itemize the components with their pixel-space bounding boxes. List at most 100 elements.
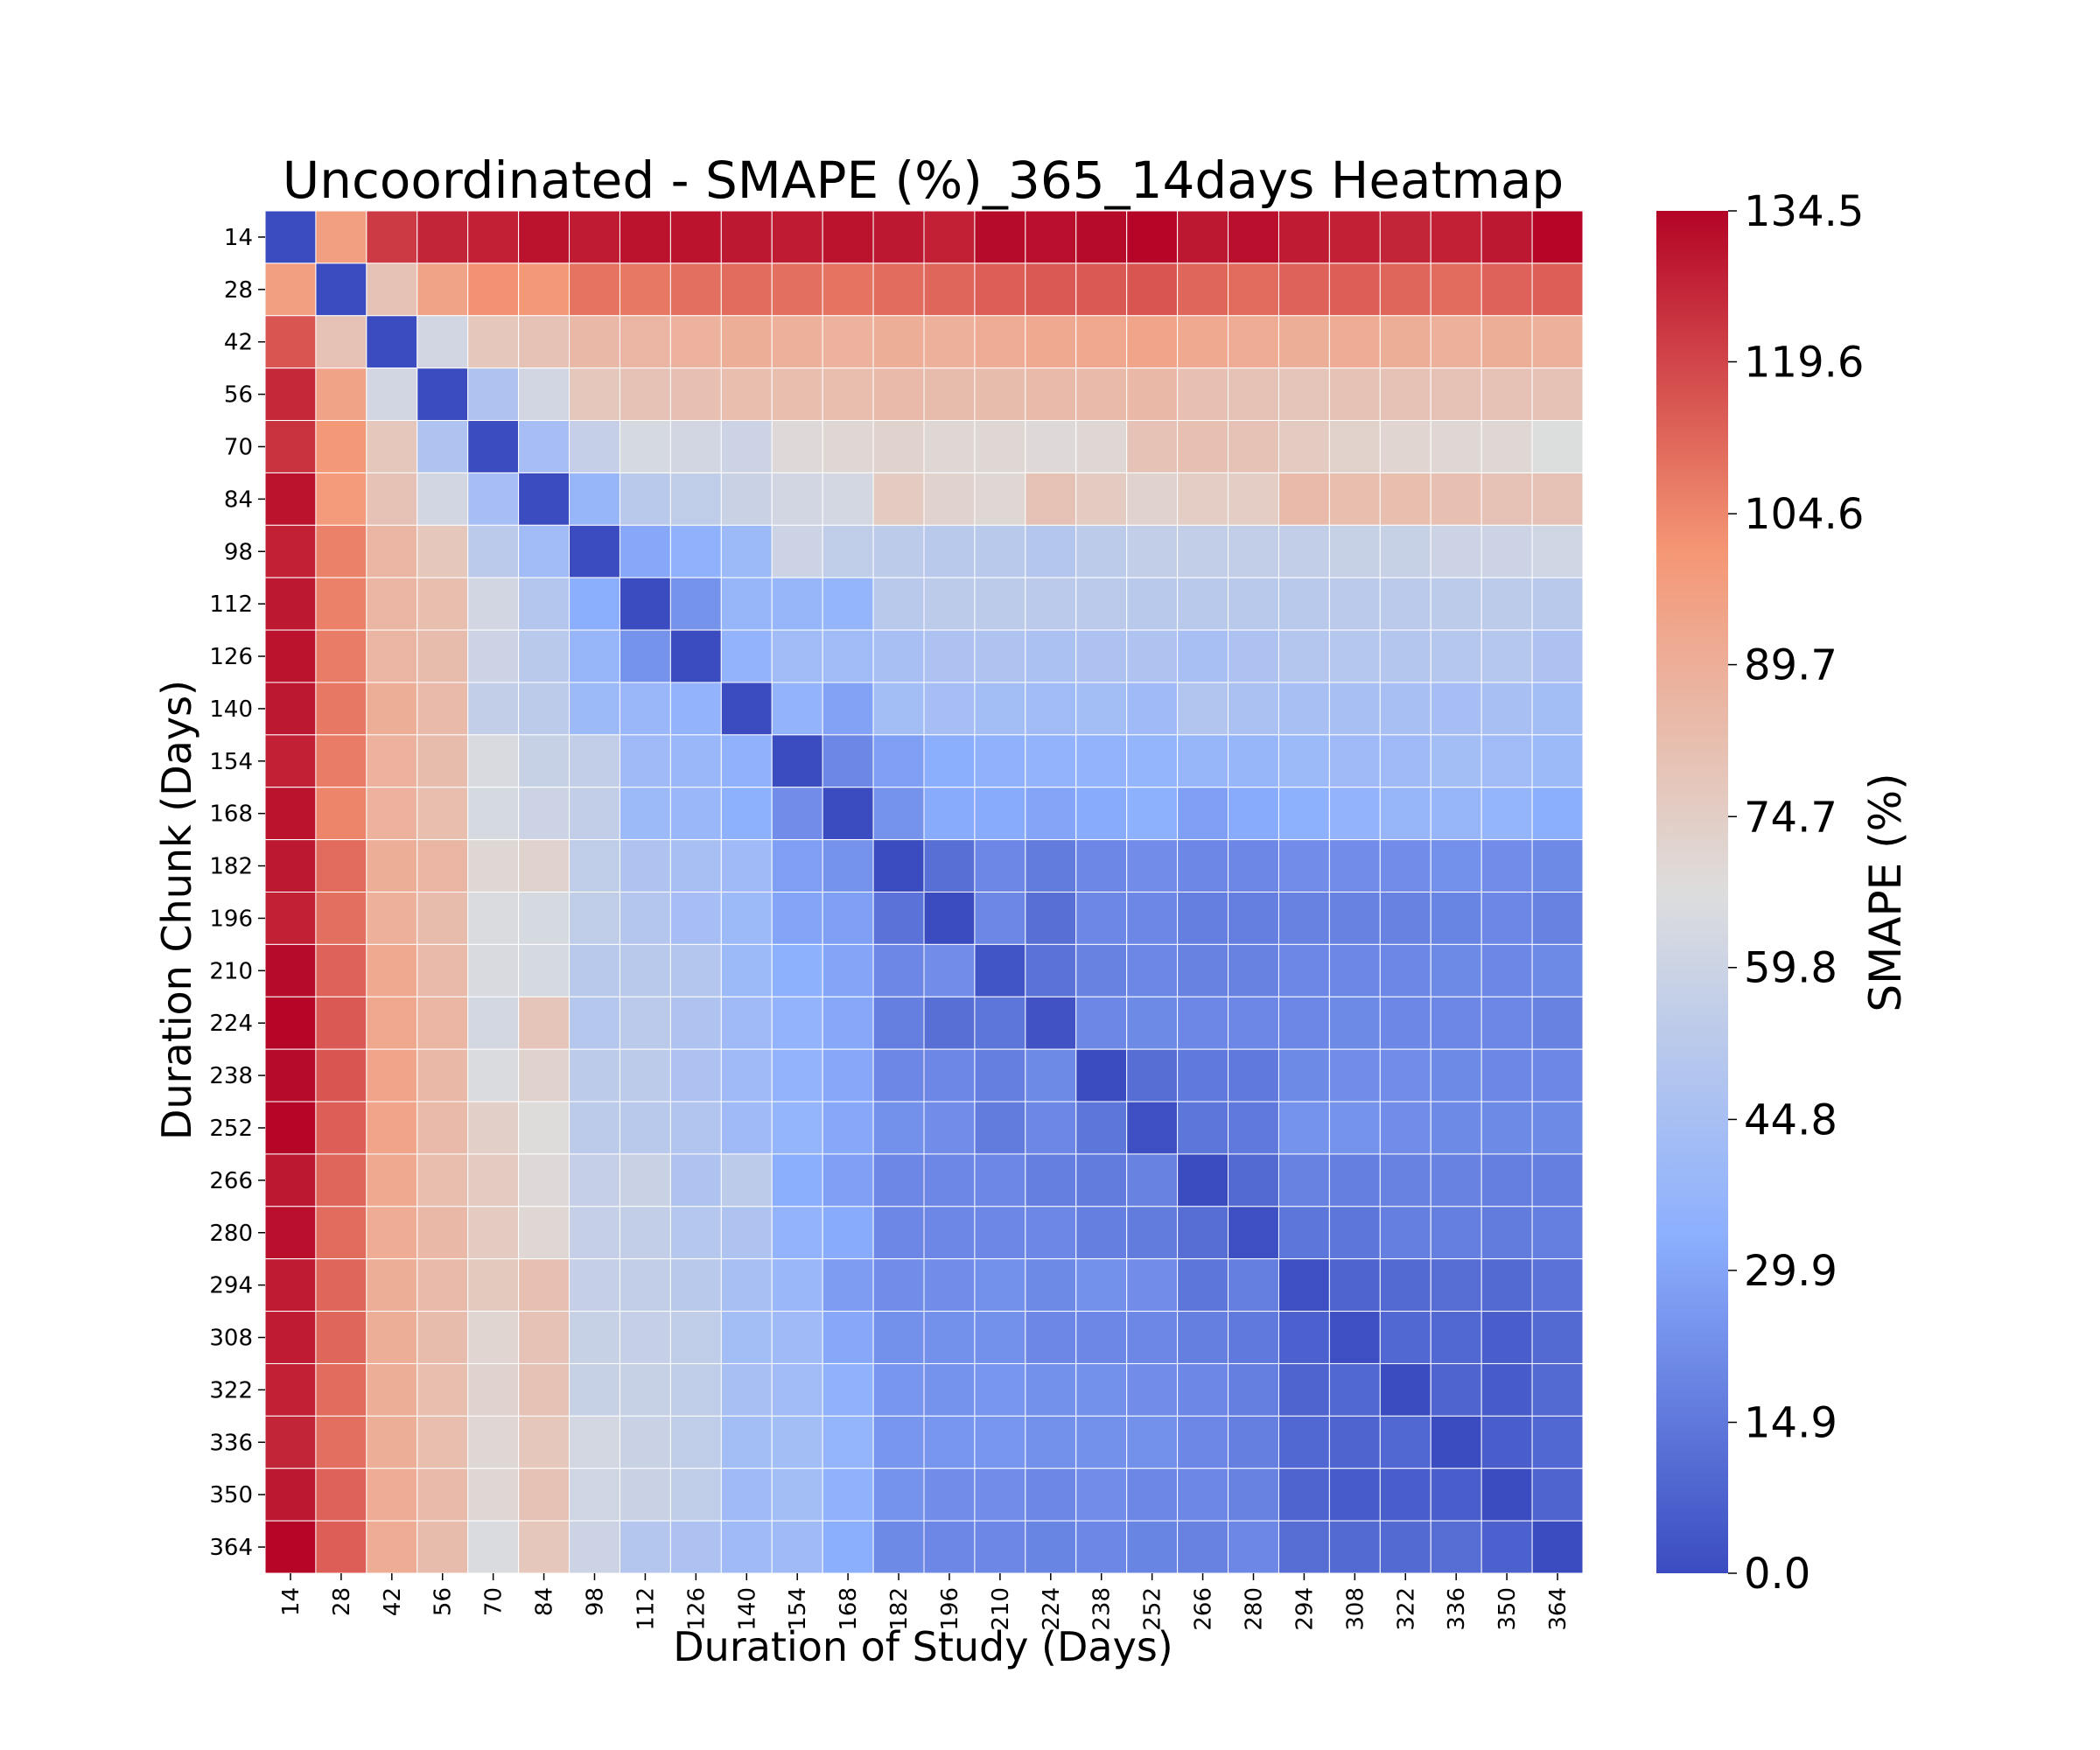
y-tick-label: 252	[209, 1116, 253, 1142]
heatmap-cell	[467, 996, 520, 1050]
heatmap-cell	[264, 1258, 317, 1312]
heatmap-cell	[923, 892, 976, 945]
heatmap-cell	[467, 1206, 520, 1260]
heatmap-cell	[822, 892, 874, 945]
heatmap-cell	[315, 210, 368, 264]
heatmap-cell	[974, 1467, 1026, 1522]
heatmap-cell	[1430, 787, 1482, 841]
x-tick-label: 238	[1089, 1587, 1116, 1631]
heatmap-cell	[366, 210, 418, 264]
heatmap-cell	[1430, 210, 1482, 264]
heatmap-cell	[1025, 315, 1077, 369]
heatmap-cell	[1075, 787, 1128, 841]
heatmap-cell	[1228, 1311, 1279, 1364]
heatmap-cell	[1531, 892, 1584, 945]
heatmap-cell	[923, 577, 976, 631]
heatmap-cell	[518, 1362, 570, 1417]
heatmap-cell	[264, 210, 317, 264]
heatmap-cell	[974, 210, 1026, 264]
x-tick-label: 364	[1545, 1587, 1572, 1631]
heatmap-cell	[264, 1048, 317, 1102]
heatmap-cell	[1075, 1258, 1128, 1312]
y-tick-label: 238	[209, 1063, 253, 1089]
heatmap-cell	[1177, 420, 1229, 473]
heatmap-cell	[1228, 787, 1279, 841]
heatmap-cell	[771, 524, 823, 578]
heatmap-cell	[771, 996, 823, 1050]
heatmap-cell	[1379, 262, 1432, 317]
heatmap-cell	[416, 368, 469, 422]
heatmap-cell	[720, 210, 773, 264]
heatmap-cell	[1480, 210, 1533, 264]
heatmap-cell	[1075, 1520, 1128, 1574]
heatmap-cell	[1328, 943, 1381, 998]
heatmap-cell	[1228, 472, 1279, 526]
heatmap-cell	[1531, 943, 1584, 998]
heatmap-cell	[923, 1467, 976, 1522]
y-tick-label: 266	[209, 1168, 253, 1194]
heatmap-cell	[669, 210, 722, 264]
heatmap-cell	[416, 577, 469, 631]
x-tick-label: 350	[1494, 1587, 1521, 1631]
heatmap-cell	[1379, 839, 1432, 892]
heatmap-cell	[315, 1467, 368, 1522]
heatmap-cell	[518, 262, 570, 317]
heatmap-cell	[1379, 1520, 1432, 1574]
heatmap-cell	[923, 1311, 976, 1364]
heatmap-cell	[619, 943, 671, 998]
heatmap-cell	[1228, 1206, 1279, 1260]
heatmap-cell	[1075, 262, 1128, 317]
heatmap-cell	[467, 1520, 520, 1574]
heatmap-cell	[720, 1048, 773, 1102]
heatmap-cell	[1379, 787, 1432, 841]
heatmap-cell	[1328, 1311, 1381, 1364]
heatmap-cell	[1075, 472, 1128, 526]
heatmap-cell	[1228, 682, 1279, 736]
heatmap-cell	[974, 1048, 1026, 1102]
heatmap-cell	[416, 839, 469, 892]
y-tick-label: 294	[209, 1273, 253, 1299]
heatmap-cell	[1025, 839, 1077, 892]
heatmap-cell	[1075, 1362, 1128, 1417]
heatmap-cell	[1025, 472, 1077, 526]
heatmap-cell	[1430, 1048, 1482, 1102]
heatmap-cell	[771, 420, 823, 473]
heatmap-cell	[569, 787, 620, 841]
heatmap-cell	[923, 1206, 976, 1260]
heatmap-cell	[569, 839, 620, 892]
heatmap-cell	[1278, 1101, 1330, 1155]
heatmap-cell	[518, 682, 570, 736]
x-tick-label: 70	[481, 1587, 508, 1616]
heatmap-cell	[720, 839, 773, 892]
heatmap-cell	[822, 943, 874, 998]
heatmap-cell	[1531, 996, 1584, 1050]
heatmap-cell	[467, 1311, 520, 1364]
heatmap-cell	[1177, 1206, 1229, 1260]
heatmap-cell	[1531, 1311, 1584, 1364]
heatmap-cell	[1379, 1101, 1432, 1155]
heatmap-cell	[822, 1362, 874, 1417]
heatmap-cell	[974, 1362, 1026, 1417]
y-tick-label: 168	[209, 802, 253, 828]
heatmap-cell	[822, 262, 874, 317]
heatmap-cell	[669, 577, 722, 631]
x-tick-label: 210	[988, 1587, 1014, 1631]
heatmap-cell	[669, 1362, 722, 1417]
heatmap-cell	[1025, 734, 1077, 788]
heatmap-cell	[720, 1101, 773, 1155]
heatmap-cell	[1480, 315, 1533, 369]
heatmap-cell	[771, 262, 823, 317]
heatmap-cell	[569, 996, 620, 1050]
heatmap-cell	[315, 1258, 368, 1312]
heatmap-cell	[1025, 996, 1077, 1050]
heatmap-cell	[720, 682, 773, 736]
colorbar-label: SMAPE (%)	[1860, 773, 1911, 1012]
heatmap-cell	[771, 943, 823, 998]
heatmap-cell	[923, 1520, 976, 1574]
heatmap-cell	[467, 1048, 520, 1102]
heatmap-cell	[771, 1101, 823, 1155]
heatmap-cell	[720, 787, 773, 841]
heatmap-cell	[619, 629, 671, 683]
heatmap-cell	[467, 524, 520, 578]
heatmap-cell	[1328, 734, 1381, 788]
